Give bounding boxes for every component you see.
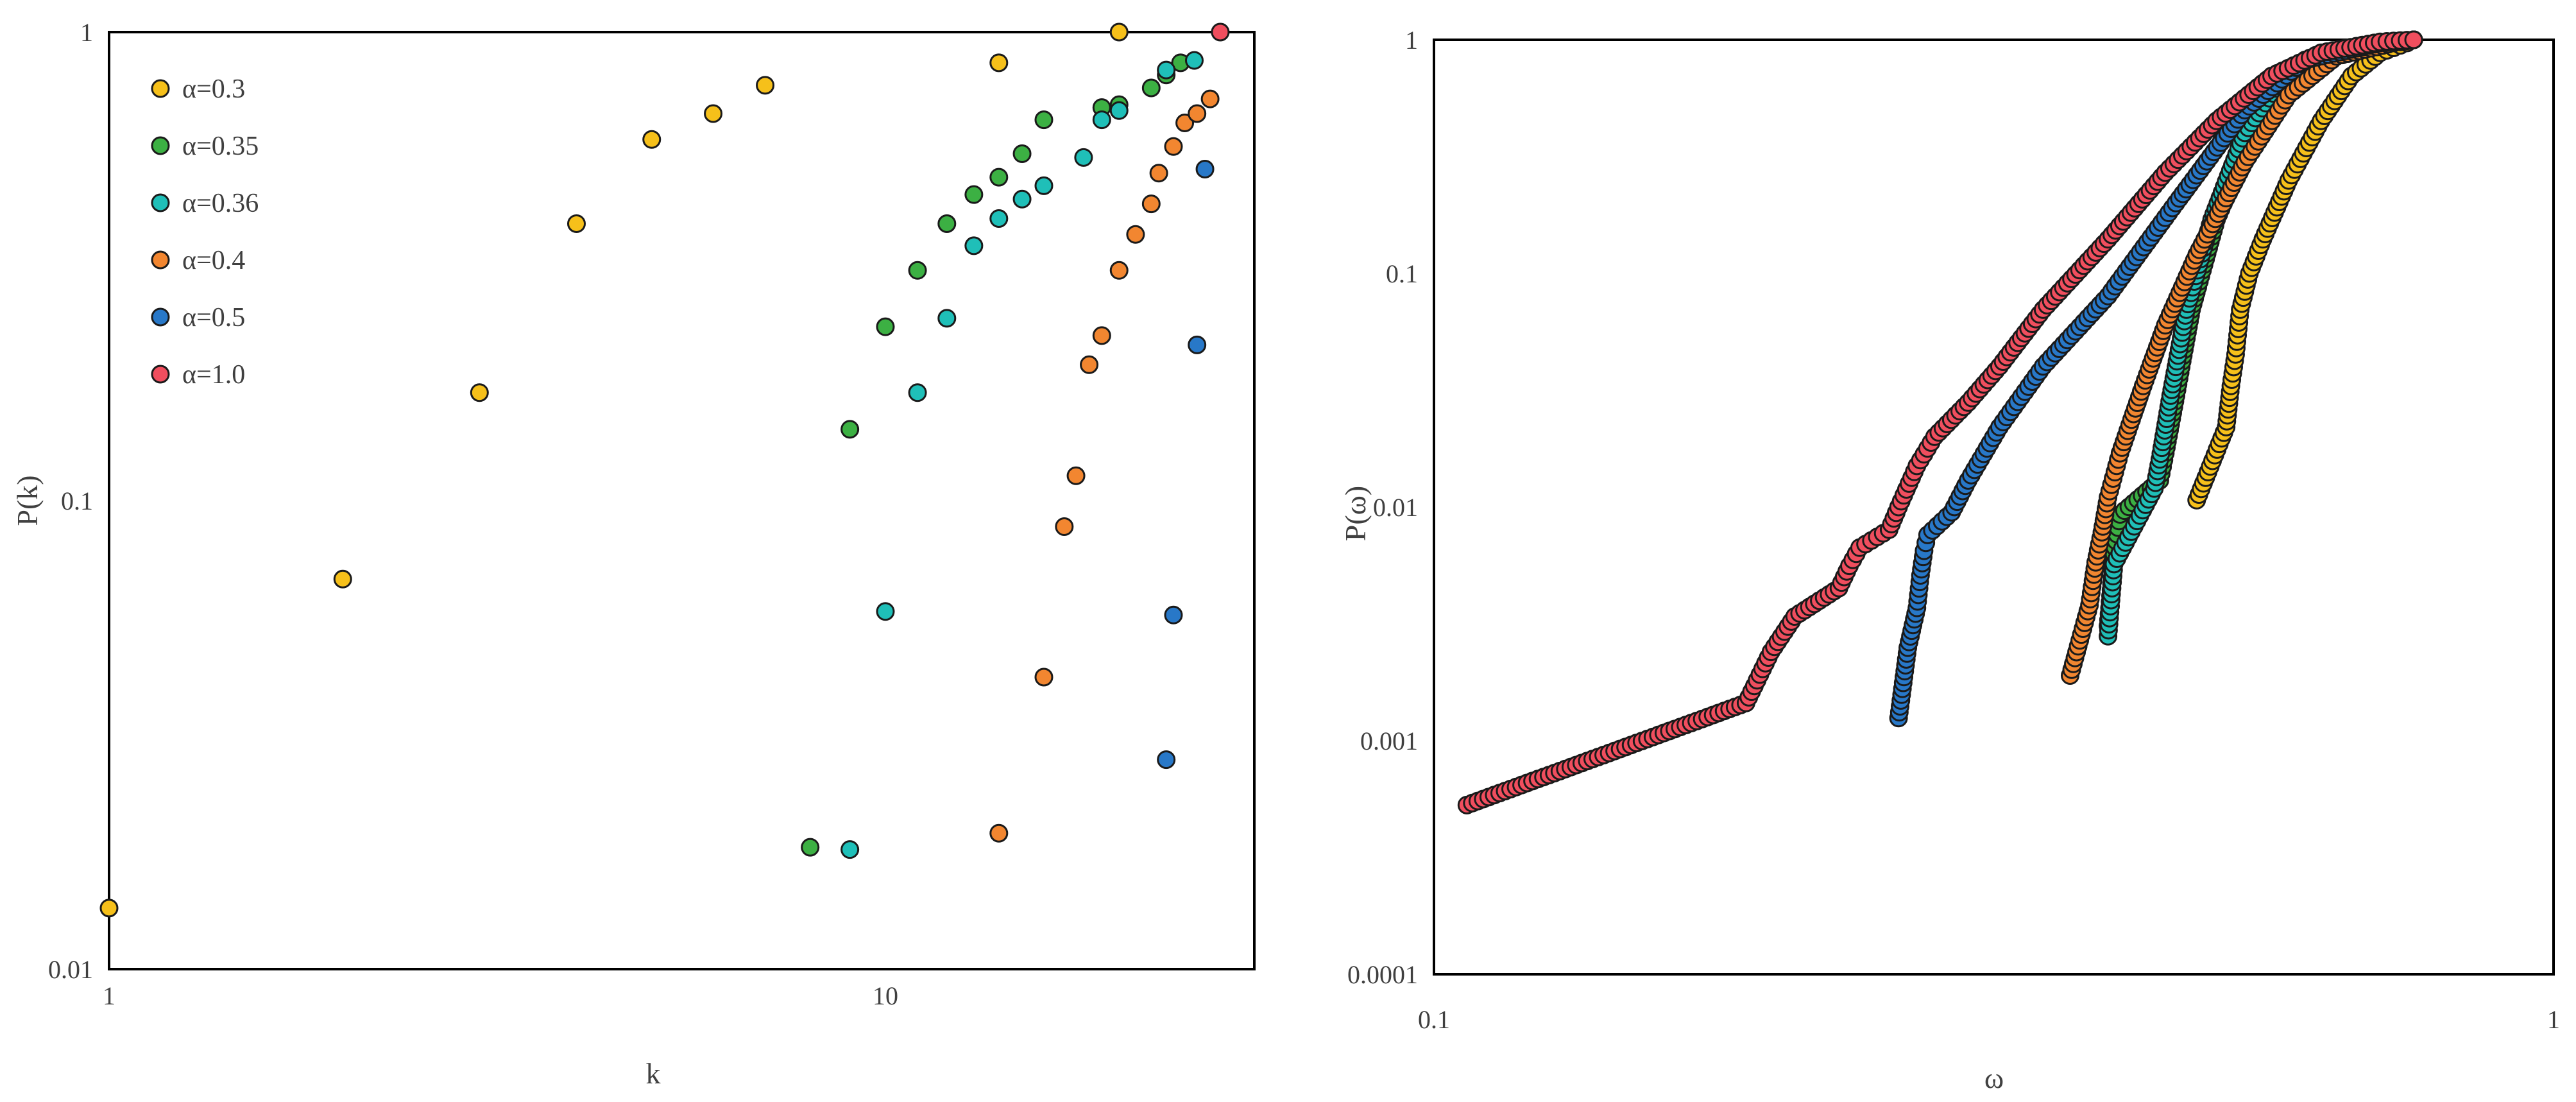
- data-point: [840, 420, 860, 439]
- data-points: [99, 22, 1230, 918]
- data-point: [1034, 176, 1053, 195]
- legend-label: α=0.35: [182, 132, 259, 161]
- data-point: [567, 214, 586, 234]
- x-tick-label: 1: [103, 981, 115, 1010]
- data-point: [2404, 30, 2423, 49]
- data-point: [1141, 194, 1161, 214]
- data-point: [1157, 750, 1176, 770]
- y-tick-label: 0.001: [1360, 727, 1418, 755]
- data-point: [1164, 137, 1183, 156]
- legend: α=0.3 α=0.35 α=0.36 α=0.4 α=0.5 α=1.0: [151, 74, 259, 390]
- data-point: [908, 383, 927, 402]
- legend-label: α=0.4: [182, 246, 245, 275]
- y-tick-label: 0.01: [48, 955, 93, 984]
- data-point: [1109, 101, 1129, 120]
- y-tick-label: 0.1: [61, 486, 93, 515]
- legend-label: α=0.5: [182, 303, 245, 332]
- data-point: [1034, 110, 1053, 130]
- data-point: [908, 261, 927, 280]
- data-point: [876, 317, 895, 336]
- data-point: [937, 214, 957, 234]
- legend-label: α=1.0: [182, 360, 245, 390]
- legend-marker: [151, 250, 170, 270]
- data-point: [1200, 89, 1220, 108]
- data-point: [1188, 104, 1207, 123]
- legend-marker: [151, 79, 170, 98]
- y-tick-label: 1: [1405, 26, 1418, 55]
- data-point: [1164, 605, 1183, 624]
- data-point: [1066, 466, 1086, 485]
- data-point: [1080, 355, 1099, 374]
- weight-distribution-chart: 0.1 1 0.0001 0.001 0.01 0.1 1 ω P(ω): [1339, 26, 2560, 1094]
- data-point: [876, 602, 895, 621]
- y-tick-label: 0.01: [1373, 493, 1418, 522]
- data-point: [989, 823, 1009, 843]
- legend-marker: [151, 365, 170, 384]
- y-tick-label: 1: [80, 18, 93, 47]
- data-point: [937, 309, 957, 328]
- data-point: [989, 209, 1009, 228]
- y-tick-label: 0.0001: [1347, 960, 1418, 989]
- data-point: [99, 899, 119, 918]
- data-point: [1149, 164, 1168, 183]
- y-axis-label: P(ω): [1339, 486, 1372, 542]
- data-point: [1157, 60, 1176, 80]
- data-point: [1092, 326, 1111, 345]
- data-point: [1126, 225, 1145, 244]
- x-tick-label: 10: [873, 981, 898, 1010]
- data-point: [1034, 667, 1053, 687]
- data-point: [756, 76, 775, 95]
- data-point: [1074, 148, 1093, 167]
- x-axis-label: k: [646, 1057, 661, 1090]
- data-point: [1092, 110, 1111, 130]
- data-point: [1012, 144, 1032, 164]
- data-point: [1175, 113, 1195, 132]
- degree-distribution-chart: 1 100.010.11 α=0.3α=0.35α=0.36α=0.4α=0.5α…: [11, 18, 1256, 1090]
- data-point: [1195, 159, 1215, 178]
- tick-labels: 1 10 0.01 0.1 1: [48, 18, 898, 1010]
- data-point: [1012, 189, 1032, 209]
- tick-labels: 0.1 1 0.0001 0.001 0.01 0.1 1: [1347, 26, 2560, 1034]
- y-axis-label: P(k): [11, 475, 44, 526]
- data-point: [840, 840, 860, 859]
- data-point: [642, 130, 661, 149]
- x-axis-label: ω: [1984, 1062, 2004, 1094]
- data-point: [1188, 335, 1207, 354]
- data-point: [1109, 22, 1129, 42]
- data-point: [1055, 517, 1074, 537]
- legend-marker: [151, 193, 170, 212]
- legend-marker: [151, 307, 170, 327]
- data-point: [1109, 261, 1129, 280]
- data-point: [989, 53, 1009, 73]
- data-point: [333, 569, 352, 589]
- plot-area-frame: [1433, 39, 2555, 976]
- data-point: [964, 236, 984, 255]
- data-point: [1211, 22, 1230, 42]
- x-tick-label: 1: [2547, 1005, 2560, 1034]
- data-points: [1457, 30, 2423, 814]
- data-point: [989, 168, 1009, 187]
- x-tick-label: 0.1: [1418, 1005, 1450, 1034]
- plot-area-frame: [108, 31, 1256, 970]
- data-point: [470, 383, 489, 402]
- data-point: [801, 838, 820, 857]
- legend-label: α=0.3: [182, 74, 245, 104]
- data-point: [1185, 51, 1204, 70]
- data-point: [964, 185, 984, 204]
- data-point: [704, 104, 723, 123]
- data-point: [1141, 78, 1161, 98]
- legend-label: α=0.36: [182, 189, 259, 218]
- y-tick-label: 0.1: [1386, 259, 1418, 288]
- legend-marker: [151, 136, 170, 155]
